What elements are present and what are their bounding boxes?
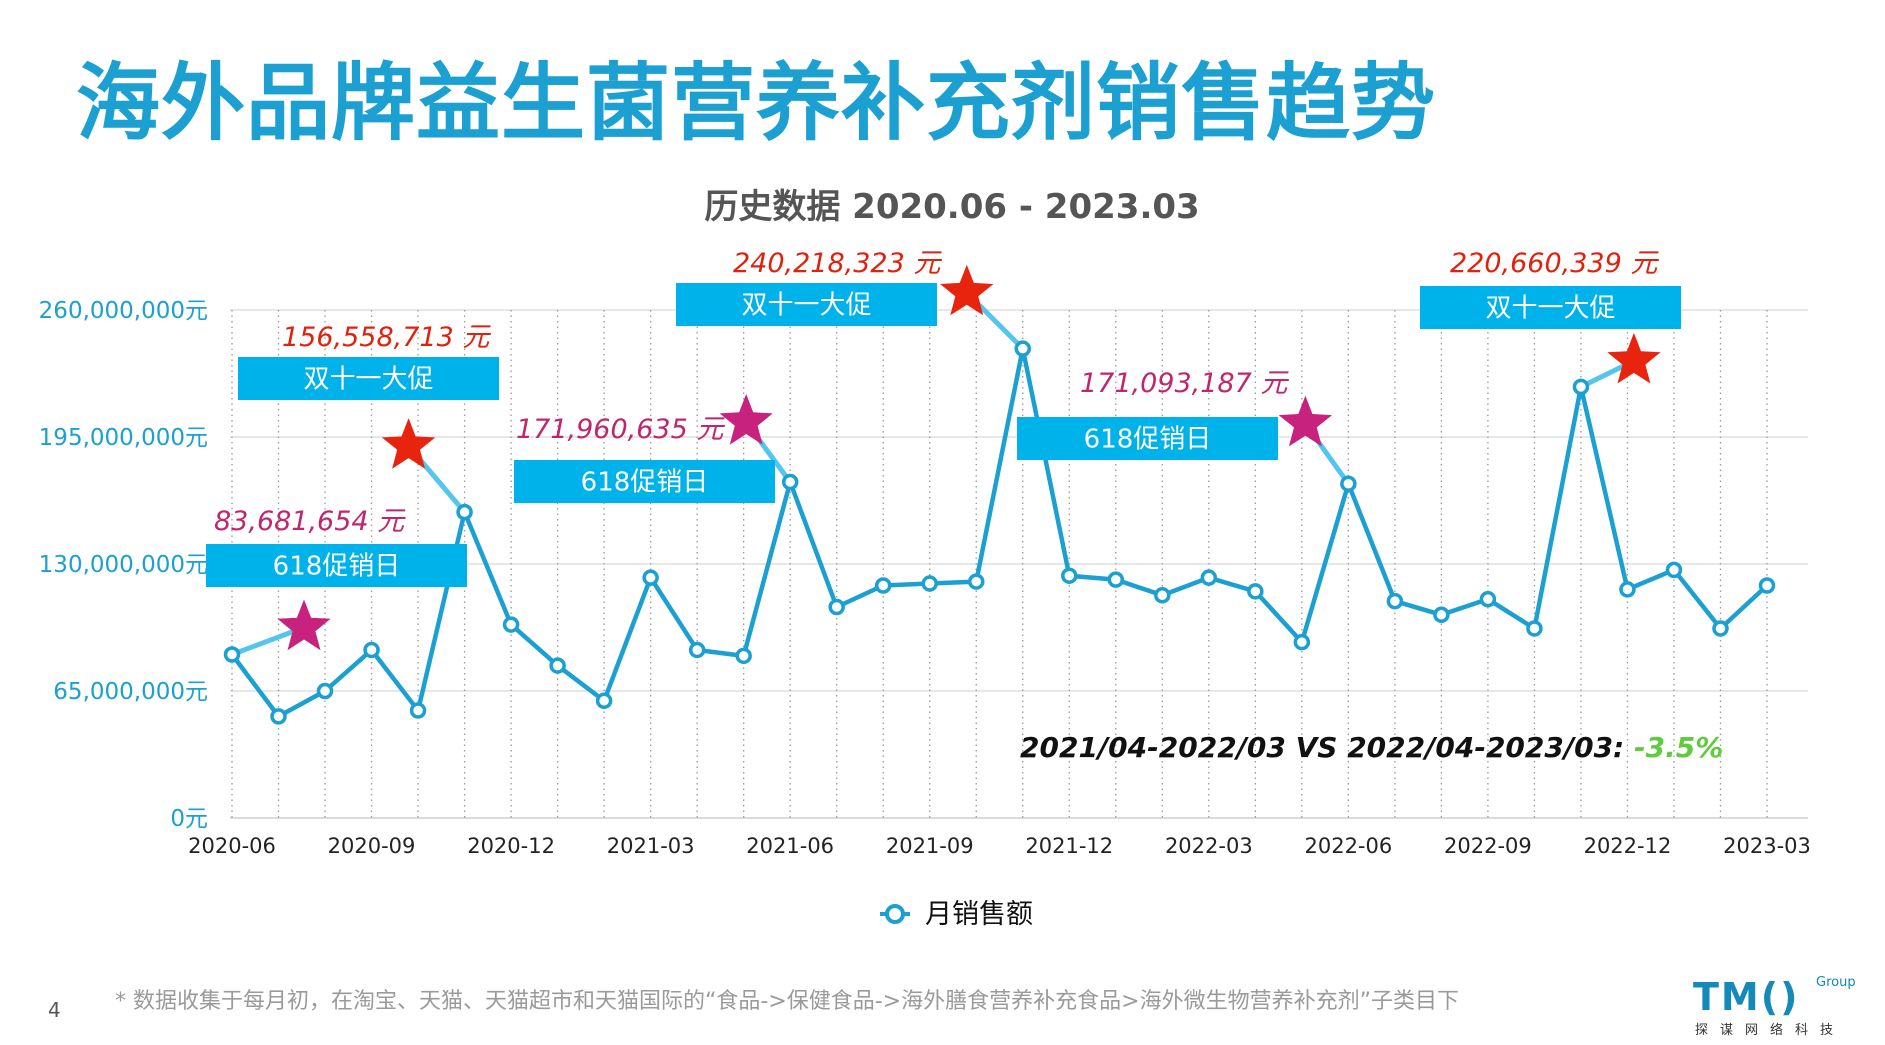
y-axis: 0元 65,000,000元 130,000,000元 195,000,000元 260… xyxy=(39,298,208,832)
company-logo: TM() Group 探谋网络科技 xyxy=(1693,975,1863,1038)
data-point xyxy=(1247,583,1264,600)
x-tick-label: 2020-09 xyxy=(328,834,416,858)
page-title: 海外品牌益生菌营养补充剂销售趋势 xyxy=(76,54,1437,152)
data-point xyxy=(1293,633,1311,651)
annotations: 618促销日 83,681,654 元 双十一大促 156,558,713 元 618促… xyxy=(206,248,1681,651)
x-tick-label: 2020-06 xyxy=(188,834,276,858)
chart-title: 历史数据 2020.06 - 2023.03 xyxy=(704,187,1199,227)
magenta-star-icon xyxy=(277,599,331,651)
annotation-value: 220,660,339 元 xyxy=(1450,248,1659,279)
data-point xyxy=(735,647,752,665)
y-tick-label: 0元 xyxy=(170,806,208,832)
annotation-callout-box xyxy=(1420,286,1681,329)
x-tick-label: 2021-06 xyxy=(746,834,834,858)
annotation-value: 171,093,187 元 xyxy=(1080,368,1289,399)
y-tick-label: 195,000,000元 xyxy=(39,425,208,451)
data-point xyxy=(1758,577,1776,594)
annotation-value: 240,218,323 元 xyxy=(733,248,942,279)
logo-group-label: Group xyxy=(1816,975,1856,990)
annotation-callout-box xyxy=(514,460,775,503)
page-number: 4 xyxy=(48,998,61,1022)
x-tick-label: 2021-12 xyxy=(1025,834,1113,858)
yoy-comparison: 2021/04-2022/03 VS 2022/04-2023/03: -3.5… xyxy=(1020,731,1723,764)
annotation-value: 156,558,713 元 xyxy=(282,322,491,353)
data-point xyxy=(1200,569,1218,586)
annotation-callout-box xyxy=(676,283,937,326)
x-tick-label: 2023-03 xyxy=(1723,834,1811,858)
series-line xyxy=(230,346,1769,719)
data-point xyxy=(1572,378,1590,396)
data-point xyxy=(316,682,334,700)
annotation-connector xyxy=(231,625,305,657)
data-point xyxy=(781,473,799,491)
data-point xyxy=(921,575,938,592)
x-tick-label: 2021-09 xyxy=(886,834,974,858)
annotation-label: 双十一大促 xyxy=(741,291,871,321)
annotation-label: 618促销日 xyxy=(1084,425,1212,455)
annotation-callout-box xyxy=(238,357,499,400)
data-point xyxy=(874,577,892,594)
data-point xyxy=(1712,620,1729,637)
data-point xyxy=(223,646,241,663)
sales-series xyxy=(223,340,1776,725)
annotation-callout-box xyxy=(1017,417,1278,460)
x-tick-label: 2022-09 xyxy=(1444,834,1532,858)
data-point xyxy=(1386,592,1404,610)
x-tick-label: 2022-12 xyxy=(1584,834,1672,858)
data-point xyxy=(1340,475,1357,492)
data-point xyxy=(1479,590,1497,608)
data-point xyxy=(1665,561,1683,579)
x-axis: 2020-06 2020-09 2020-12 2021-03 2021-06 2021-… xyxy=(188,834,1811,858)
legend-label: 月销售额 xyxy=(925,899,1033,930)
data-point xyxy=(1061,567,1078,584)
comparison-text: 2021/04-2022/03 VS 2022/04-2023/03: -3.5… xyxy=(1020,731,1723,764)
data-point xyxy=(502,616,520,633)
red-star-icon xyxy=(1607,332,1661,384)
red-star-icon xyxy=(381,418,436,469)
annotation-label: 双十一大促 xyxy=(1485,294,1615,324)
sales-trend-chart: 历史数据 2020.06 - 2023.03 0元 65,000,000元 130,… xyxy=(39,187,1811,930)
footnote: * 数据收集于每月初，在淘宝、天猫、天猫超市和天猫国际的“食品->保健食品->海… xyxy=(115,989,1459,1014)
data-point xyxy=(642,569,659,586)
annotation-label: 618促销日 xyxy=(273,552,401,582)
x-tick-label: 2022-06 xyxy=(1304,834,1392,858)
data-point xyxy=(456,503,473,521)
data-point xyxy=(409,702,427,719)
data-point xyxy=(1619,581,1636,598)
data-point xyxy=(828,598,845,616)
annotation-value: 83,681,654 元 xyxy=(214,506,406,537)
x-tick-label: 2022-03 xyxy=(1165,834,1253,858)
data-point xyxy=(363,641,380,659)
data-point xyxy=(688,641,706,659)
y-tick-label: 130,000,000元 xyxy=(39,552,208,578)
logo-wordmark: TM() xyxy=(1693,975,1800,1019)
comparison-value: -3.5% xyxy=(1634,731,1723,764)
x-tick-label: 2020-12 xyxy=(467,834,555,858)
red-star-icon xyxy=(940,264,994,316)
y-tick-label: 65,000,000元 xyxy=(53,679,208,705)
data-point xyxy=(1526,620,1543,637)
legend-marker xyxy=(885,904,905,924)
data-point xyxy=(549,657,566,674)
data-point xyxy=(1107,571,1125,588)
annotation-callout-box xyxy=(206,544,467,587)
data-point xyxy=(1014,340,1032,357)
annotation-label: 618促销日 xyxy=(581,468,709,498)
data-point xyxy=(1154,587,1171,604)
annotation-value: 171,960,635 元 xyxy=(516,414,725,445)
data-point xyxy=(270,708,287,725)
data-point xyxy=(967,573,985,590)
legend: 月销售额 xyxy=(880,899,1033,930)
grid xyxy=(230,309,1808,819)
magenta-star-icon xyxy=(719,394,773,445)
logo-subtitle: 探谋网络科技 xyxy=(1695,1023,1846,1038)
annotation-label: 双十一大促 xyxy=(303,365,433,395)
data-point xyxy=(595,692,613,710)
x-tick-label: 2021-03 xyxy=(607,834,695,858)
y-tick-label: 260,000,000元 xyxy=(39,298,208,324)
comparison-period: 2021/04-2022/03 VS 2022/04-2023/03: xyxy=(1020,731,1634,764)
magenta-star-icon xyxy=(1278,395,1332,447)
data-point xyxy=(1433,606,1450,624)
